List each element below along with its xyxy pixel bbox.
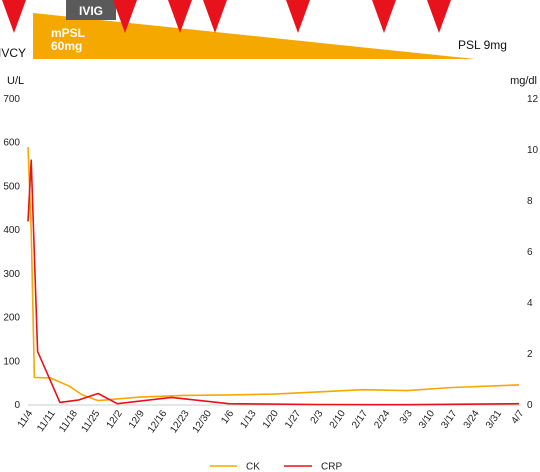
legend-label-ck: CK	[246, 462, 260, 472]
x-tick-12-9: 12/9	[127, 408, 147, 431]
series-line-ck	[27, 147, 520, 402]
x-tick-3-17: 3/17	[439, 408, 459, 431]
x-tick-2-24: 2/24	[372, 408, 392, 431]
x-tick-11-18: 11/18	[57, 408, 80, 435]
treatment-banner: IVIG mPSL 60mg PSL 9mg IVCY	[0, 0, 507, 60]
x-tick-3-24: 3/24	[462, 408, 482, 431]
x-tick-11-4: 11/4	[16, 408, 36, 430]
y-right-ticks: 0 2 4 6 8 10 12	[527, 94, 539, 411]
legend-label-crp: CRP	[321, 462, 342, 472]
y-left-tick-100: 100	[3, 356, 20, 367]
x-tick-12-16: 12/16	[146, 408, 170, 435]
x-tick-2-10: 2/10	[328, 408, 348, 431]
mpsl-label: mPSL	[51, 26, 85, 40]
x-tick-12-23: 12/23	[168, 408, 192, 435]
x-tick-1-27: 1/27	[283, 408, 303, 431]
y-left-tick-700: 700	[3, 94, 20, 105]
y-left-tick-600: 600	[3, 138, 20, 149]
mpsl-dose-label: 60mg	[51, 39, 82, 53]
series-line-crp	[27, 159, 520, 406]
y-right-tick-10: 10	[527, 145, 539, 156]
y-right-tick-8: 8	[527, 196, 533, 207]
ivcy-arrow-11-4	[2, 0, 26, 33]
ivcy-arrow-3-17	[427, 0, 451, 33]
y-left-tick-500: 500	[3, 181, 20, 192]
ivig-box	[66, 0, 116, 20]
x-tick-11-11: 11/11	[35, 408, 58, 434]
x-tick-12-2: 12/2	[105, 408, 125, 431]
ivig-label: IVIG	[79, 4, 103, 18]
steroid-taper-band	[33, 13, 475, 59]
x-tick-3-3: 3/3	[398, 408, 415, 426]
y-left-tick-300: 300	[3, 269, 20, 280]
y-right-tick-0: 0	[527, 400, 533, 411]
ivcy-arrow-12-5	[113, 0, 137, 33]
x-tick-12-30: 12/30	[191, 408, 215, 435]
y-left-tick-0: 0	[14, 400, 20, 411]
ivcy-arrow-2-24	[372, 0, 396, 33]
ivcy-dose-markers	[2, 0, 451, 33]
x-ticks: 11/4 11/11 11/18 11/25 12/2 12/912/1612/2312/…	[16, 408, 527, 435]
psl-label: PSL 9mg	[458, 38, 507, 52]
x-tick-1-20: 1/20	[261, 408, 281, 431]
x-tick-1-13: 1/13	[238, 408, 258, 431]
ivcy-arrow-12-20	[168, 0, 192, 33]
y-right-tick-6: 6	[527, 247, 533, 258]
x-tick-2-17: 2/17	[350, 408, 370, 431]
y-right-tick-2: 2	[527, 349, 533, 360]
y-left-ticks: 0 100 200 300 400 500 600 700	[3, 94, 20, 411]
y-left-tick-200: 200	[3, 313, 20, 324]
ivcy-arrow-1-27	[286, 0, 310, 33]
ivcy-label: IVCY	[0, 46, 26, 60]
series-layer	[27, 147, 520, 406]
x-tick-4-7: 4/7	[509, 408, 526, 426]
y-left-unit: U/L	[7, 75, 24, 87]
y-left-tick-400: 400	[3, 225, 20, 236]
y-right-tick-4: 4	[527, 298, 533, 309]
x-tick-3-10: 3/10	[417, 408, 437, 431]
ivcy-arrow-12-28	[203, 0, 227, 33]
x-tick-11-25: 11/25	[79, 408, 102, 435]
y-right-tick-12: 12	[527, 94, 539, 105]
x-tick-2-3: 2/3	[309, 408, 326, 426]
x-tick-3-31: 3/31	[484, 408, 504, 431]
y-right-unit: mg/dl	[510, 75, 537, 87]
x-tick-1-6: 1/6	[219, 408, 236, 426]
legend: CK CRP	[210, 462, 342, 472]
